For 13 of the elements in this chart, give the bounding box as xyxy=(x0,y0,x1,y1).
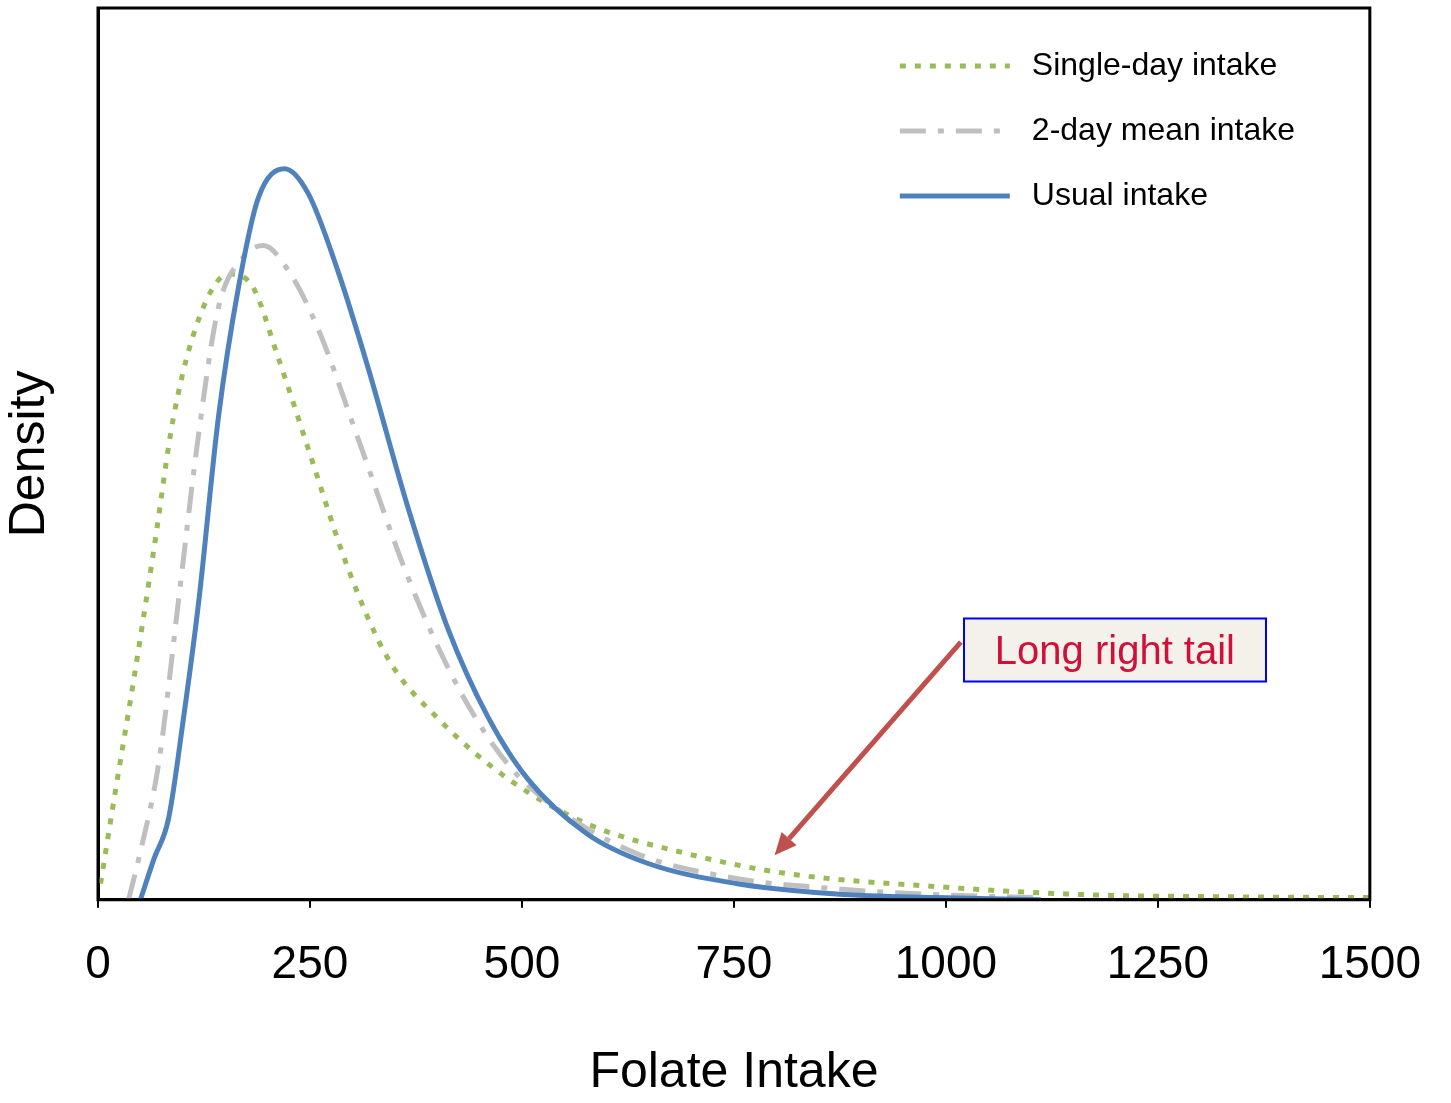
x-tick-label: 0 xyxy=(85,936,111,989)
x-tick-label: 1000 xyxy=(894,936,998,989)
legend-label: Usual intake xyxy=(1031,175,1208,212)
x-axis-title: Folate Intake xyxy=(589,1041,879,1098)
legend-label: Single-day intake xyxy=(1031,45,1278,82)
legend-label: 2-day mean intake xyxy=(1031,110,1296,147)
x-tick-label: 500 xyxy=(483,936,561,989)
x-tick-label: 250 xyxy=(271,936,349,989)
x-tick-label: 1500 xyxy=(1318,936,1422,989)
annotation: Long right tail xyxy=(962,617,1267,683)
x-tick-label: 1250 xyxy=(1106,936,1210,989)
y-axis-title: Density xyxy=(0,370,55,538)
x-tick-label: 750 xyxy=(695,936,773,989)
